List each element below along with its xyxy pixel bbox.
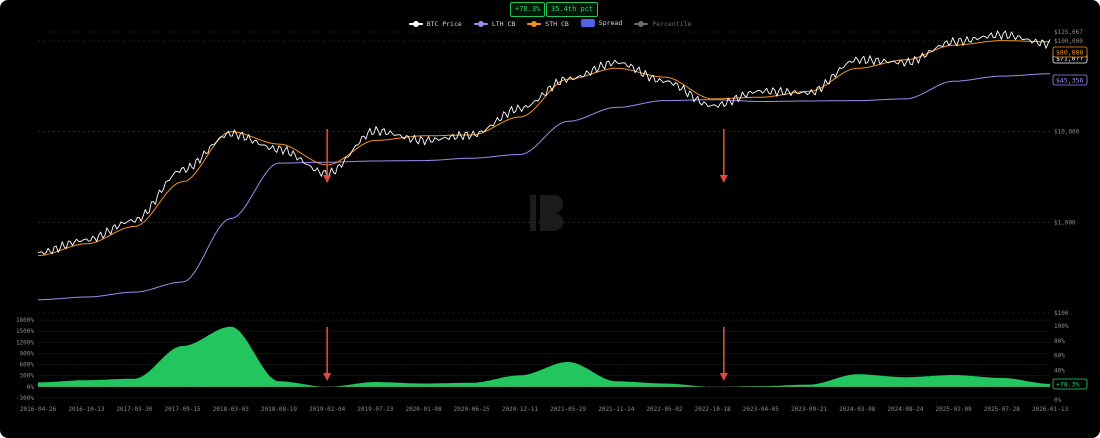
y-tick-label: $125,667 [1054, 29, 1083, 36]
price-last-value: $71,0?? [1056, 55, 1083, 63]
down-arrow-icon [323, 175, 332, 183]
x-tick-label: 2021-05-29 [550, 406, 587, 413]
x-tick-label: 2024-03-08 [839, 406, 876, 413]
spread-badge: +78.3% [510, 2, 546, 17]
btc-price-line [37, 30, 1051, 255]
legend-item-percentile[interactable]: Percentile [634, 20, 691, 28]
percentile-tick-label: 100% [1054, 323, 1069, 330]
x-tick-label: 2022-05-02 [646, 406, 683, 413]
legend-label: BTC Price [426, 20, 462, 28]
percentile-tick-label: 60% [1054, 353, 1065, 360]
x-tick-label: 2023-04-05 [743, 406, 780, 413]
legend: BTC Price LTH CB STH CB Spread Percentile [0, 19, 1100, 29]
percentile-tick-label: 40% [1054, 367, 1065, 374]
x-tick-label: 2018-03-03 [213, 406, 250, 413]
y-tick-label: 1800% [16, 317, 34, 324]
y-tick-label: 1500% [16, 328, 34, 335]
legend-label: LTH CB [491, 20, 516, 28]
x-tick-label: 2016-10-13 [68, 406, 105, 413]
x-tick-label: 2020-01-08 [405, 406, 442, 413]
spread-last-pill [1052, 378, 1088, 390]
legend-swatch [580, 19, 595, 27]
x-tick-label: 2025-07-28 [984, 406, 1021, 413]
x-tick-label: 2017-09-15 [165, 406, 202, 413]
legend-item-sth-cb[interactable]: STH CB [527, 20, 569, 28]
x-tick-label: 2020-06-25 [454, 406, 491, 413]
down-arrow-icon [719, 175, 728, 183]
y-tick-label: 300% [20, 373, 35, 380]
legend-label: Percentile [652, 20, 692, 28]
percentile-tick-label: 80% [1054, 338, 1065, 345]
y-tick-label: $100 [1054, 310, 1069, 317]
legend-label: STH CB [545, 20, 569, 28]
legend-swatch [473, 21, 488, 27]
y-tick-label: $1,000 [1054, 219, 1076, 226]
legend-swatch [634, 21, 649, 27]
legend-item-btc-price[interactable]: BTC Price [408, 20, 462, 28]
percentile-badge: 35.4th pct [546, 2, 599, 17]
legend-swatch [527, 21, 542, 27]
y-tick-label: 900% [20, 350, 35, 357]
x-tick-label: 2026-01-13 [1032, 406, 1069, 413]
x-tick-label: 2018-08-19 [261, 406, 298, 413]
sth-last-value: $80,888 [1056, 49, 1083, 57]
y-tick-label: 600% [20, 362, 35, 369]
x-tick-label: 2019-02-04 [309, 406, 346, 413]
bitcoin-logo-icon [540, 195, 563, 231]
lth-last-value: $45,356 [1056, 77, 1083, 85]
spread-last-value: +78.3% [1056, 381, 1080, 389]
legend-item-spread[interactable]: Spread [580, 19, 623, 27]
x-tick-label: 2025-02-09 [936, 406, 973, 413]
bitcoin-logo-icon [530, 195, 536, 231]
x-tick-label: 2022-10-18 [695, 406, 732, 413]
x-tick-label: 2019-07-23 [357, 406, 394, 413]
y-tick-label: 1200% [16, 339, 34, 346]
x-tick-label: 2016-04-26 [20, 406, 57, 413]
percentile-tick-label: 0% [1054, 397, 1062, 404]
sth-cb-line [37, 40, 1050, 257]
y-tick-label: -300% [16, 395, 34, 402]
y-tick-label: $10,000 [1054, 129, 1080, 136]
x-tick-label: 2021-11-14 [598, 406, 635, 413]
spread-area [38, 326, 1050, 387]
x-tick-label: 2017-03-30 [116, 406, 153, 413]
x-tick-label: 2023-09-21 [791, 406, 828, 413]
y-tick-label: $100,000 [1054, 38, 1083, 45]
x-tick-label: 2024-08-24 [887, 406, 924, 413]
legend-item-lth-cb[interactable]: LTH CB [473, 20, 516, 28]
down-arrow-icon [719, 373, 728, 381]
sth-last-pill [1052, 46, 1088, 58]
x-tick-label: 2020-12-11 [502, 406, 539, 413]
lth-last-pill [1052, 74, 1088, 86]
down-arrow-icon [323, 373, 332, 381]
y-tick-label: 0% [27, 384, 35, 391]
lth-cb-line [37, 73, 1050, 301]
legend-label: Spread [598, 19, 623, 27]
legend-swatch [408, 21, 423, 27]
